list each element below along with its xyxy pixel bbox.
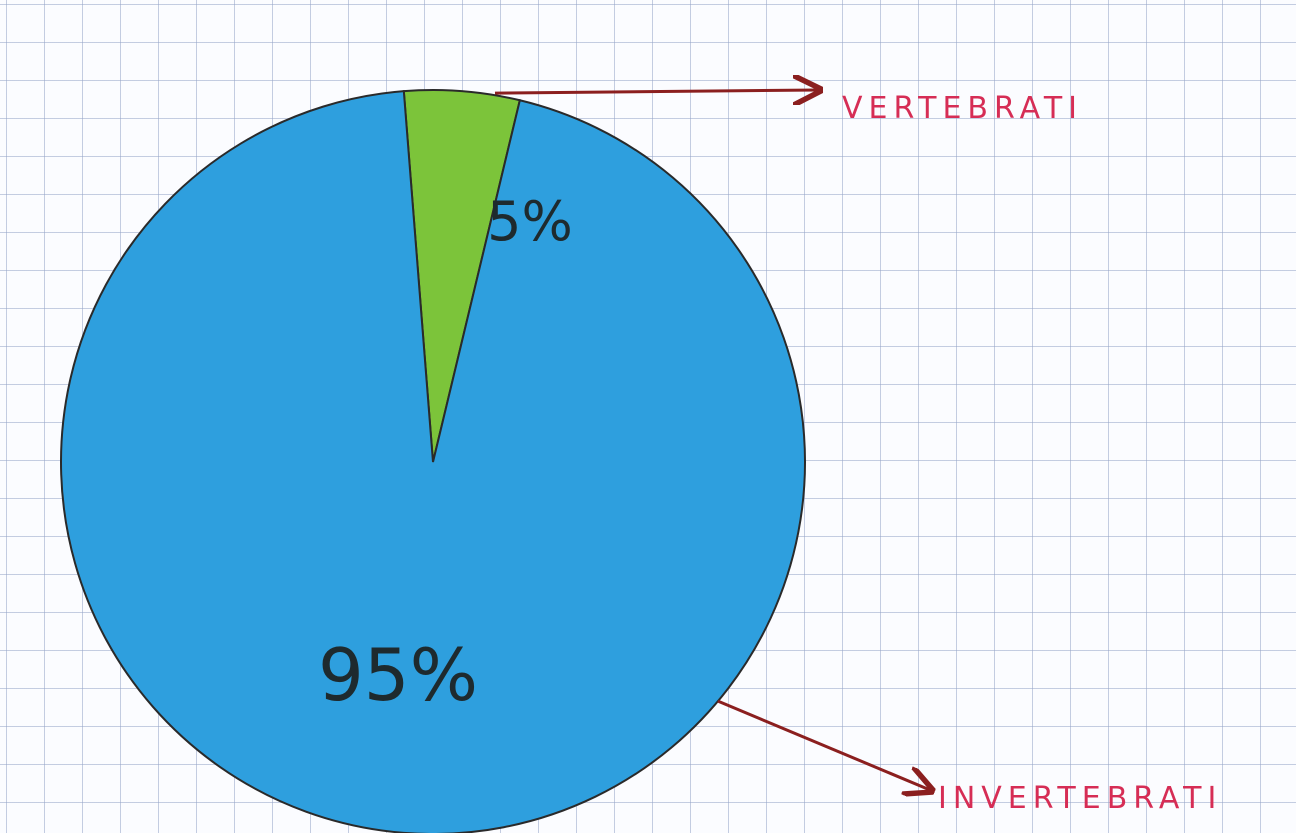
slice-value-label: 95% bbox=[318, 633, 478, 717]
category-label-vertebrati: VERTEBRATI bbox=[842, 91, 1083, 126]
callout-arrows bbox=[494, 90, 930, 790]
callout-arrow bbox=[717, 699, 930, 790]
slice-value-label: 5% bbox=[487, 190, 573, 253]
pie-labels: 5% VERTEBRATI 95% INVERTEBRATI bbox=[318, 91, 1222, 816]
callout-arrow bbox=[494, 90, 818, 93]
pie-slices bbox=[60, 89, 806, 833]
category-label-invertebrati: INVERTEBRATI bbox=[938, 781, 1222, 816]
